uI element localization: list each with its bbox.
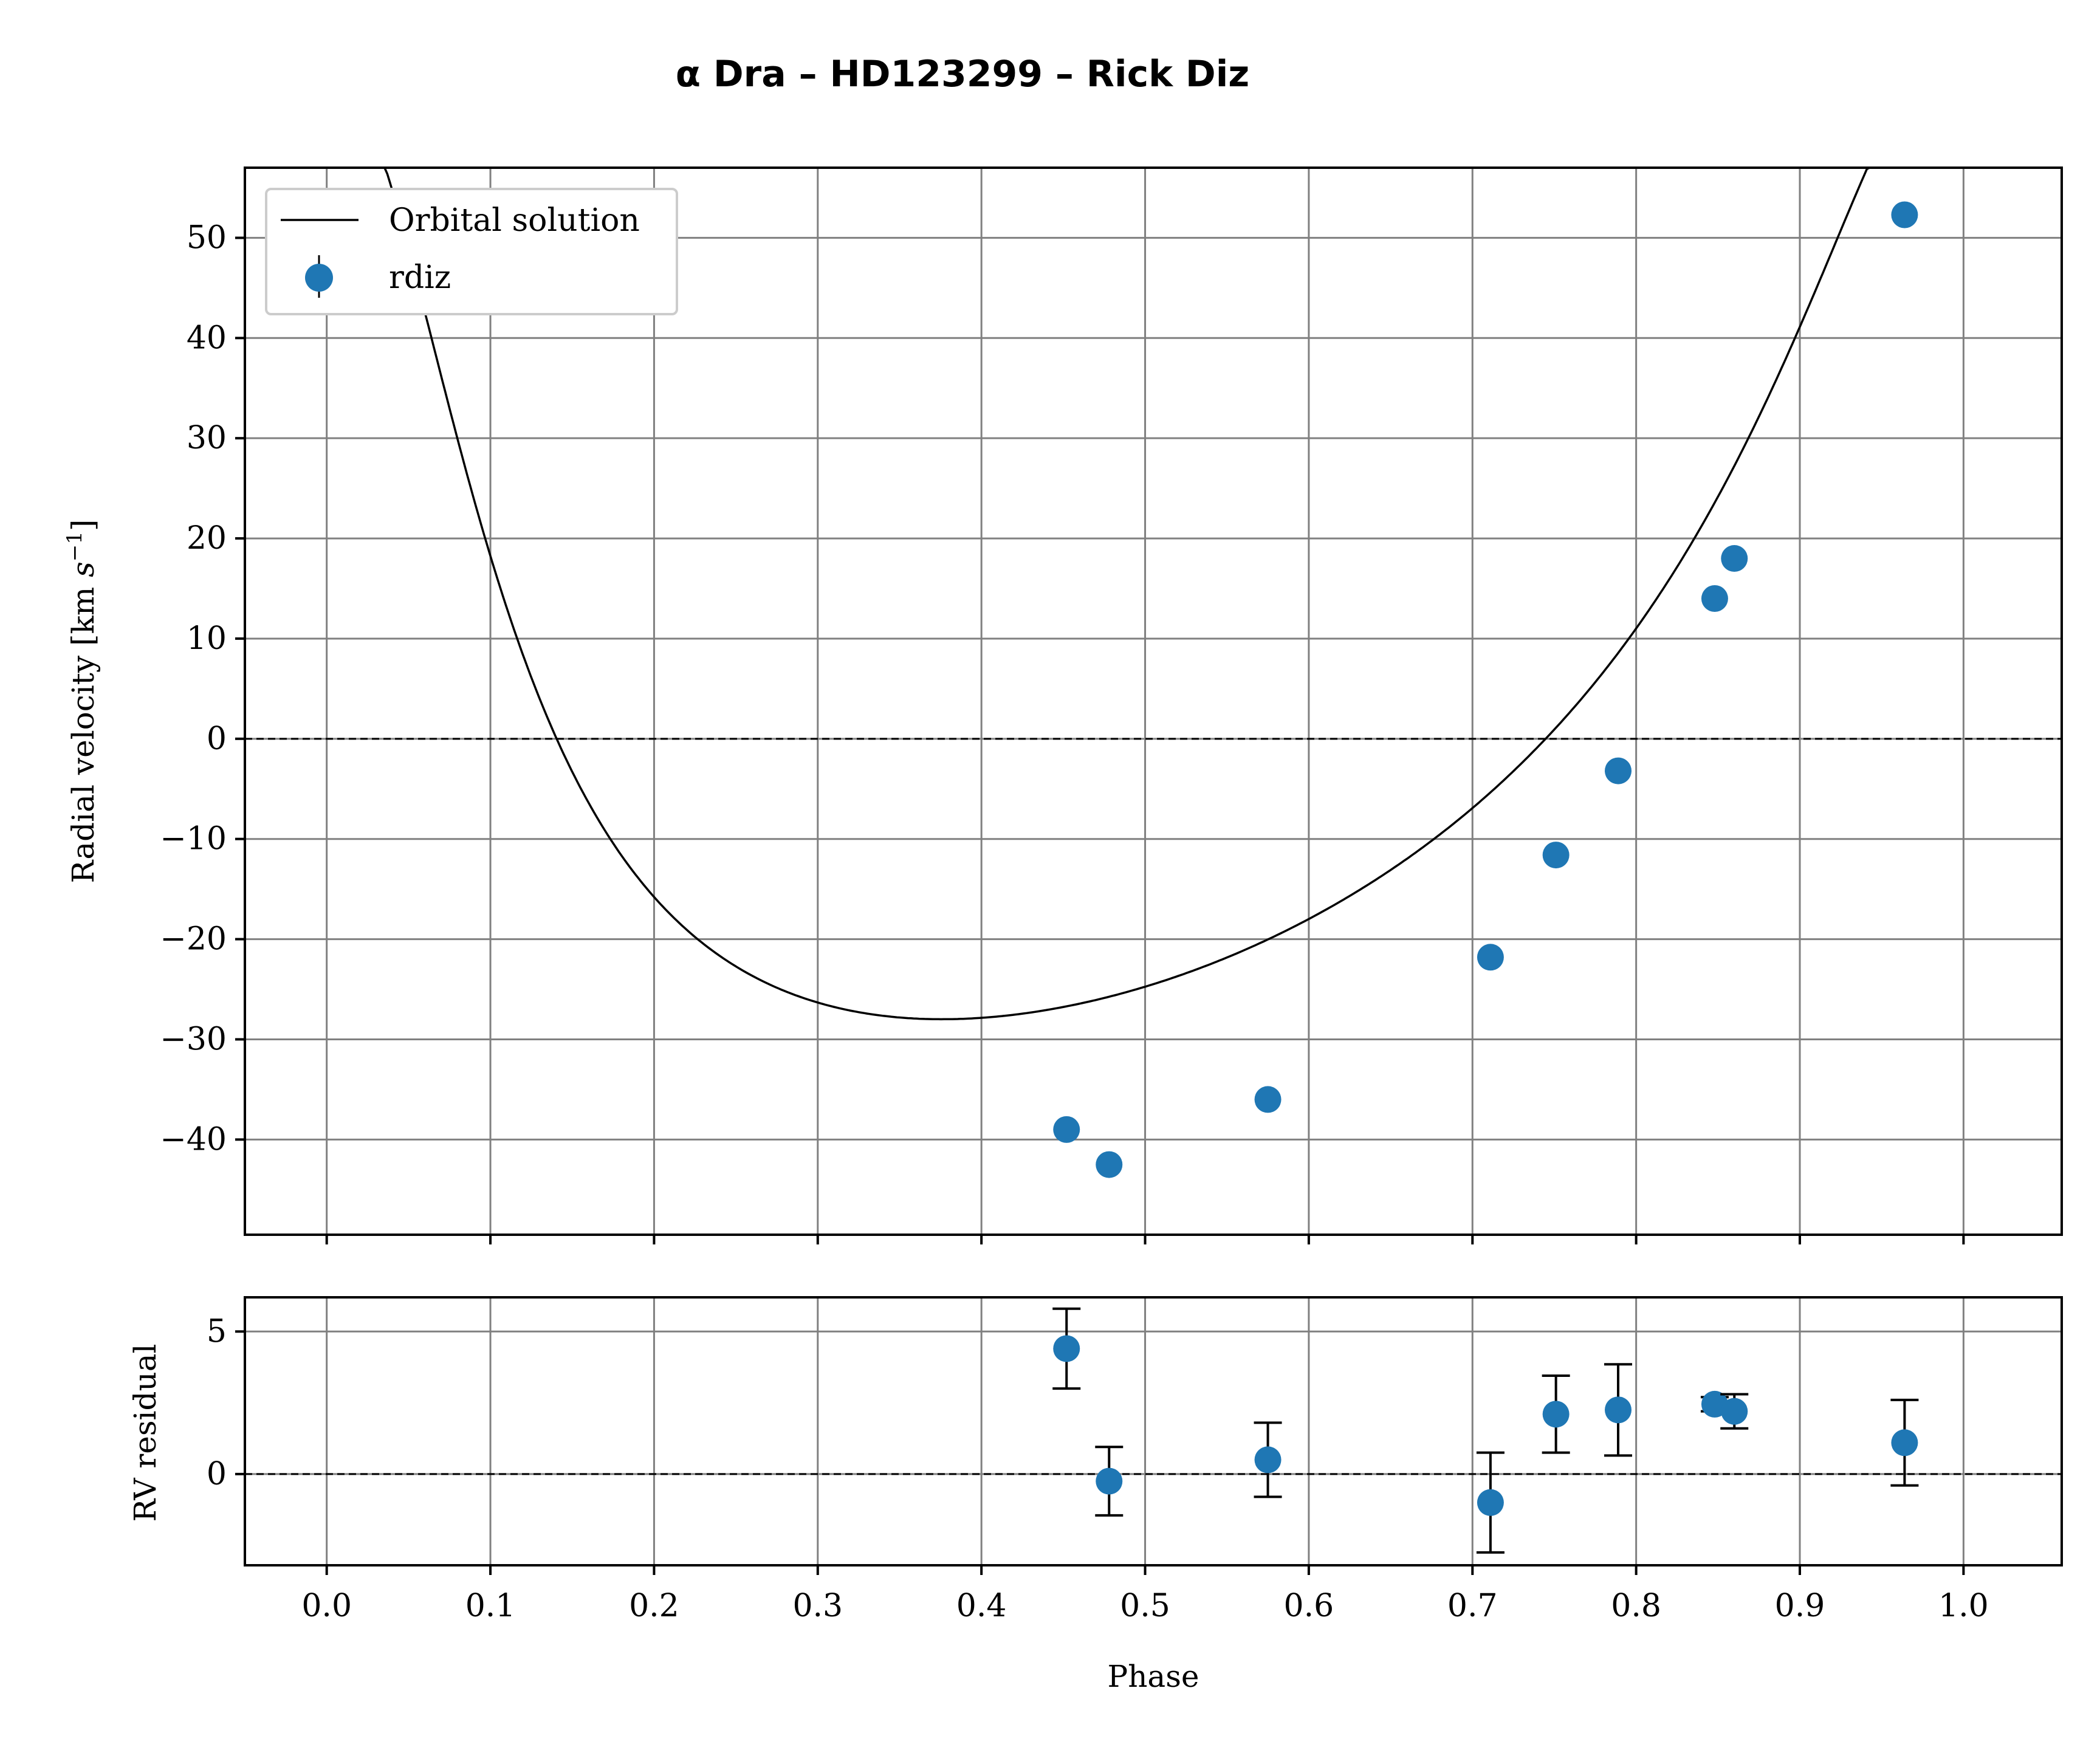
rv-data-point [1721,545,1748,572]
rv-data-point [1605,757,1632,784]
legend: Orbital solution rdiz [265,188,678,315]
x-tick-label: 0.9 [1775,1588,1825,1624]
top-y-axis-label: Radial velocity [km s−1] [63,520,101,884]
bottom-y-tick-label: 5 [207,1313,227,1350]
rv-data-point [1254,1086,1282,1113]
chart-title: α Dra – HD123299 – Rick Diz [676,53,1249,95]
residual-data-point [1891,1429,1918,1457]
bottom-y-tick-label: 0 [207,1456,227,1492]
x-tick-label: 0.8 [1611,1588,1661,1624]
rv-data-point [1053,1116,1080,1143]
rv-data-point [1477,944,1504,971]
x-axis-label: Phase [1108,1659,1199,1694]
legend-label-rdiz: rdiz [389,259,451,296]
x-tick-label: 0.0 [301,1588,352,1624]
residual-data-point [1477,1489,1504,1516]
x-tick-label: 0.2 [629,1588,679,1624]
rv-data-point [1542,842,1570,869]
top-y-tick-label: 50 [187,219,227,256]
top-y-tick-label: 0 [207,721,227,757]
top-y-tick-label: −40 [160,1121,227,1158]
top-y-tick-label: 10 [187,620,227,657]
top-y-tick-label: 20 [187,520,227,557]
residual-data-point [1096,1467,1123,1495]
residual-data-point [1605,1396,1632,1424]
top-panel-frame [244,166,2063,1236]
x-tick-label: 0.3 [792,1588,843,1624]
legend-label-orbital-solution: Orbital solution [389,202,640,239]
top-y-tick-label: −10 [160,821,227,857]
x-tick-label: 0.1 [465,1588,516,1624]
residual-data-point [1053,1335,1080,1362]
bottom-y-axis-label: RV residual [128,1343,163,1522]
top-y-tick-label: 40 [187,320,227,356]
x-tick-label: 1.0 [1938,1588,1989,1624]
x-tick-label: 0.5 [1120,1588,1170,1624]
x-tick-label: 0.7 [1447,1588,1498,1624]
bottom-panel-frame [244,1296,2063,1566]
top-y-tick-label: −30 [160,1021,227,1057]
top-y-tick-label: −20 [160,921,227,958]
rv-data-point [1891,201,1918,228]
residual-data-point [1542,1401,1570,1428]
x-tick-label: 0.6 [1284,1588,1334,1624]
orbital-solution-curve [326,166,1980,1021]
residual-data-point [1254,1446,1282,1474]
legend-point-swatch [305,264,333,292]
rv-data-point [1096,1151,1123,1178]
residual-data-point [1721,1398,1748,1425]
rv-data-point [1701,585,1728,612]
top-y-tick-label: 30 [187,420,227,456]
x-tick-label: 0.4 [956,1588,1007,1624]
